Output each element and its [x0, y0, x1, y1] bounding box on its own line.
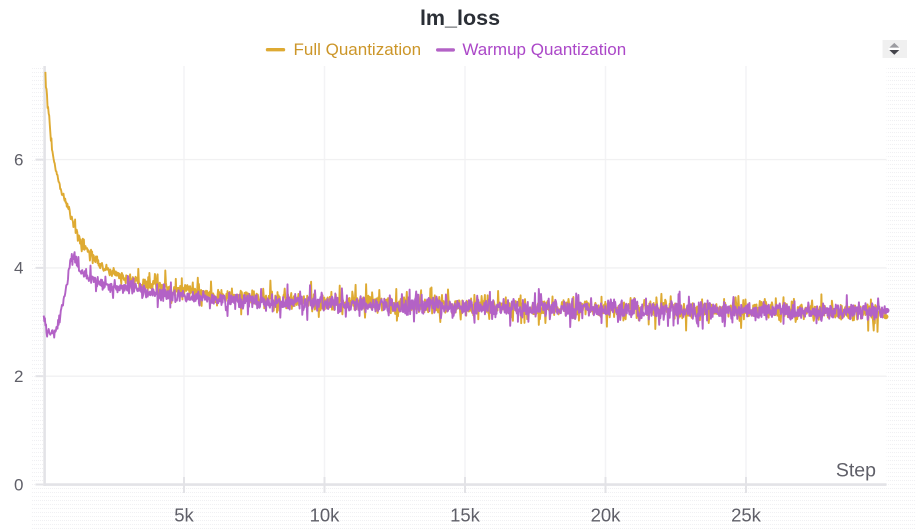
svg-text:5k: 5k: [174, 505, 194, 526]
svg-text:Warmup Quantization: Warmup Quantization: [462, 40, 626, 59]
svg-text:6: 6: [14, 150, 23, 169]
svg-text:lm_loss: lm_loss: [420, 6, 500, 30]
svg-text:20k: 20k: [591, 505, 622, 526]
svg-text:15k: 15k: [450, 505, 481, 526]
svg-text:Full Quantization: Full Quantization: [294, 40, 422, 59]
svg-text:25k: 25k: [731, 505, 762, 526]
svg-text:Step: Step: [836, 460, 876, 482]
svg-text:2: 2: [14, 367, 23, 386]
svg-text:0: 0: [14, 475, 23, 494]
svg-text:10k: 10k: [310, 505, 341, 526]
svg-text:4: 4: [14, 259, 23, 278]
